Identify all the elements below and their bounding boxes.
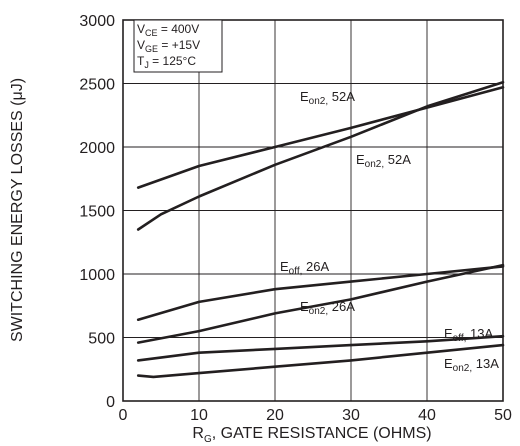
series-label-4: Eon2, 26A [300,299,355,317]
y-axis-title: SWITCHING ENERGY LOSSES (μJ) [9,78,26,342]
series-line-6 [136,343,505,379]
condition-line: TJ = 125°C [137,54,196,70]
y-tick-label: 500 [88,331,115,348]
y-tick-label: 2000 [79,140,115,157]
x-axis-title-sub: G [204,434,212,445]
series-label-3: Eoff, 26A [280,259,329,277]
series-label-1: Eon2, 52A [300,89,355,107]
series-line-4 [136,263,505,344]
series-line-2 [136,80,505,231]
x-tick-label: 10 [190,407,208,424]
conditions-box-frame [133,19,223,73]
grid-lines [123,20,503,401]
condition-line: VCE = 400V [137,22,199,38]
x-tick-label: 20 [266,407,284,424]
condition-line: VGE = +15V [137,38,200,54]
x-axis-title-rest: , GATE RESISTANCE (OHMS) [212,425,432,442]
y-tick-label: 1500 [79,204,115,221]
series-label-5: Eoff, 13A [444,326,493,344]
y-tick-label: 0 [106,394,115,411]
y-tick-labels: 0 500 1000 1500 2000 2500 3000 [79,13,115,411]
series-line-1 [136,86,505,189]
plot-frame [122,19,504,402]
series-line-3 [136,265,505,322]
series-line-5 [136,334,505,362]
x-tick-label: 50 [494,407,512,424]
x-tick-label: 30 [342,407,360,424]
x-axis-title: RG, GATE RESISTANCE (OHMS) [192,425,431,445]
y-tick-label: 3000 [79,13,115,30]
series-layer [136,80,505,379]
y-tick-label: 1000 [79,267,115,284]
x-axis-title-main: R [192,425,204,442]
x-tick-label: 40 [418,407,436,424]
series-labels: Eon2, 52A Eon2, 52A Eoff, 26A Eon2, 26A Eoff… [280,89,499,374]
series-label-6: Eon2, 13A [444,356,499,374]
x-tick-labels: 0 10 20 30 40 50 [119,407,512,424]
x-tick-label: 0 [119,407,128,424]
series-label-2: Eon2, 52A [356,152,411,170]
y-tick-label: 2500 [79,77,115,94]
